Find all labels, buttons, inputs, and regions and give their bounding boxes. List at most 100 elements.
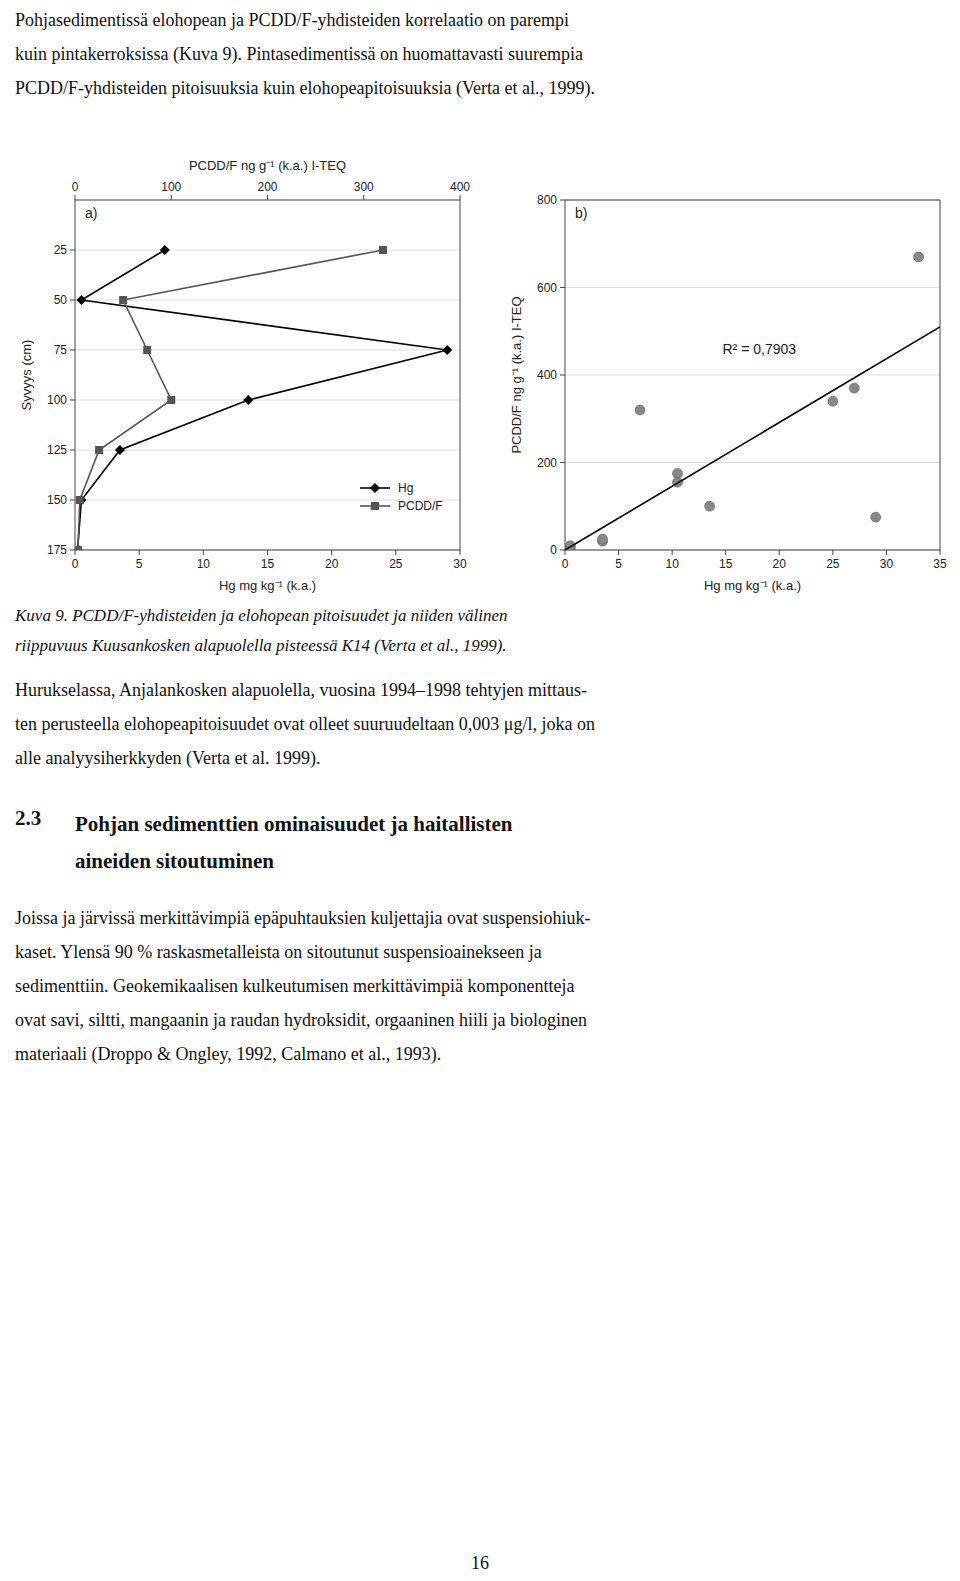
scatter-point [598, 534, 608, 544]
x-tick-label: 15 [719, 557, 733, 571]
heading-lines: Pohjan sedimenttien ominaisuudet ja hait… [75, 806, 513, 880]
body-text: sedimenttiin. Geokemikaalisen kulkeutumi… [15, 976, 574, 997]
y-tick-label: 800 [537, 193, 557, 207]
y-tick-label: 0 [550, 543, 557, 557]
y-tick-label: 150 [47, 493, 67, 507]
panel-label: a) [85, 205, 97, 221]
x-tick [203, 550, 204, 555]
body-text: Joissa ja järvissä merkittävimpiä epäpuh… [15, 908, 590, 929]
scatter-point [828, 396, 838, 406]
y-tick [70, 400, 75, 401]
x-axis-label: Hg mg kg⁻¹ (k.a.) [704, 578, 801, 593]
caption: Kuva 9. PCDD/F-yhdisteiden ja elohopean … [15, 606, 507, 626]
line-marker [95, 446, 103, 454]
body-text: kaset. Ylensä 90 % raskasmetalleista on … [15, 942, 542, 963]
x2-tick [267, 195, 268, 200]
grid-line [565, 462, 940, 463]
y-tick-label: 75 [54, 343, 68, 357]
x-tick-label: 10 [665, 557, 679, 571]
line-marker [76, 495, 86, 505]
heading-line: aineiden sitoutuminen [75, 843, 513, 880]
x-tick-label: 30 [453, 557, 467, 571]
x-tick [331, 550, 332, 555]
body-text: Hurukselassa, Anjalankosken alapuolella,… [15, 680, 587, 701]
scatter-point [705, 501, 715, 511]
line-marker [379, 246, 387, 254]
x2-tick [460, 195, 461, 200]
y-tick [70, 450, 75, 451]
x2-tick [75, 195, 76, 200]
x-tick [779, 550, 780, 555]
body-text: PCDD/F-yhdisteiden pitoisuuksia kuin elo… [15, 78, 595, 99]
scatter-point [635, 405, 645, 415]
body-text: materiaali (Droppo & Ongley, 1992, Calma… [15, 1044, 441, 1065]
x-tick-label: 30 [880, 557, 894, 571]
x-tick [395, 550, 396, 555]
body-text: ten perusteella elohopeapitoisuudet ovat… [15, 714, 595, 735]
y-tick-label: 125 [47, 443, 67, 457]
y-tick-label: 200 [537, 456, 557, 470]
scatter-point [849, 383, 859, 393]
y-tick [70, 300, 75, 301]
heading-number: 2.3 [15, 806, 75, 880]
x-tick-label: 15 [261, 557, 275, 571]
section-heading: 2.3Pohjan sedimenttien ominaisuudet ja h… [15, 806, 513, 880]
grid-line [75, 450, 460, 451]
y-tick [70, 500, 75, 501]
heading-line: Pohjan sedimenttien ominaisuudet ja hait… [75, 806, 513, 843]
series-line [565, 327, 940, 550]
x-tick-label: 35 [933, 557, 947, 571]
line-marker [160, 245, 170, 255]
series-line [78, 250, 383, 550]
grid-line [565, 375, 940, 376]
body-text: alle analyysiherkkyden (Verta et al. 199… [15, 748, 320, 769]
y-tick [70, 250, 75, 251]
x-tick-label: 0 [562, 557, 569, 571]
x-tick [75, 550, 76, 555]
line-marker [243, 395, 253, 405]
x-tick-label: 5 [136, 557, 143, 571]
scatter-point [914, 252, 924, 262]
x-tick-label: 20 [325, 557, 339, 571]
legend: HgPCDD/F [360, 481, 443, 513]
y-tick-label: 100 [47, 393, 67, 407]
line-marker [143, 346, 151, 354]
line-marker [76, 496, 84, 504]
y-tick [560, 462, 565, 463]
x-axis-label: Hg mg kg⁻¹ (k.a.) [219, 578, 316, 593]
x-tick [618, 550, 619, 555]
line-marker [115, 445, 125, 455]
grid-line [565, 287, 940, 288]
x-tick [940, 550, 941, 555]
x2-tick-label: 300 [354, 180, 374, 194]
line-marker [442, 345, 452, 355]
plot-area [75, 245, 452, 550]
y-tick-label: 50 [54, 293, 68, 307]
line-marker [75, 546, 82, 550]
panel-label: b) [575, 205, 587, 221]
scatter-point [871, 512, 881, 522]
y-tick-label: 25 [54, 243, 68, 257]
chart-0: 0510152025302550751001251501750100200300… [19, 158, 470, 593]
figure: 0510152025302550751001251501750100200300… [0, 130, 960, 600]
legend-marker [370, 483, 380, 493]
y-tick [560, 375, 565, 376]
x2-tick-label: 400 [450, 180, 470, 194]
x-tick [460, 550, 461, 555]
x-tick-label: 20 [773, 557, 787, 571]
chart-1: 051015202530350200400600800Hg mg kg⁻¹ (k… [509, 193, 947, 593]
x2-tick [363, 195, 364, 200]
grid-line [75, 250, 460, 251]
y-axis-label: PCDD/F ng g⁻¹ (k.a.) I-TEQ [509, 296, 524, 453]
line-marker [167, 396, 175, 404]
grid-line [75, 400, 460, 401]
x-tick [267, 550, 268, 555]
x-tick-label: 5 [615, 557, 622, 571]
y-tick [560, 550, 565, 551]
x-tick [725, 550, 726, 555]
y-tick [70, 350, 75, 351]
x-tick [139, 550, 140, 555]
page-number: 16 [0, 1553, 960, 1574]
x2-tick [171, 195, 172, 200]
series-line [78, 250, 448, 550]
